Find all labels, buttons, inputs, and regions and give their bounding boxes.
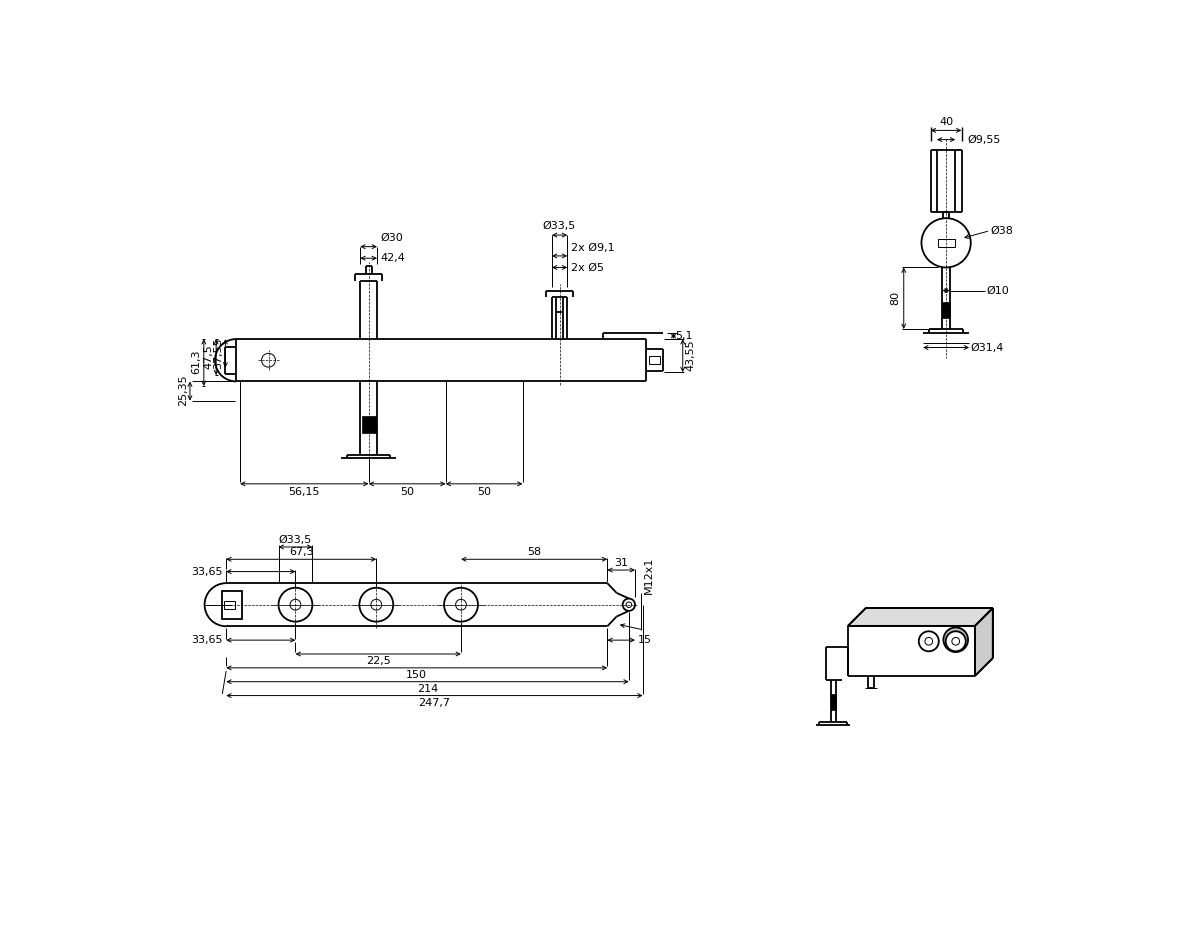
Text: 50: 50 (478, 487, 491, 497)
Text: 5,1: 5,1 (676, 331, 692, 341)
Circle shape (919, 631, 938, 652)
Text: 67,3: 67,3 (289, 547, 313, 557)
Text: Ø33,5: Ø33,5 (278, 534, 312, 545)
Text: Ø30: Ø30 (380, 233, 403, 243)
Text: 22,5: 22,5 (366, 656, 391, 667)
Text: 58: 58 (527, 547, 541, 557)
Text: 33,65: 33,65 (191, 635, 222, 645)
Text: 33,65: 33,65 (191, 566, 222, 577)
Text: 31: 31 (614, 558, 628, 568)
Polygon shape (974, 608, 992, 676)
Text: 47,5: 47,5 (204, 345, 214, 369)
Text: 42,4: 42,4 (380, 254, 406, 263)
Bar (942, 302, 950, 317)
Bar (830, 695, 835, 710)
Text: 25,35: 25,35 (178, 375, 187, 407)
Text: 40: 40 (940, 117, 953, 128)
Text: Ø33,5: Ø33,5 (542, 222, 576, 231)
Polygon shape (848, 608, 992, 626)
Text: Ø31,4: Ø31,4 (971, 343, 1004, 352)
Bar (222, 591, 241, 619)
Bar (361, 416, 376, 433)
Text: 150: 150 (407, 670, 427, 680)
Text: 2x Ø5: 2x Ø5 (571, 262, 604, 272)
Text: 247,7: 247,7 (419, 698, 450, 708)
Text: 80: 80 (890, 291, 901, 305)
Text: M12x1: M12x1 (644, 557, 654, 594)
Text: Ø9,55: Ø9,55 (967, 134, 1001, 145)
Text: Ø38: Ø38 (990, 226, 1013, 237)
Text: 15: 15 (638, 635, 652, 645)
Bar (937, 239, 954, 247)
Text: 61,3: 61,3 (192, 350, 202, 375)
Text: 50: 50 (400, 487, 414, 497)
Text: 2x Ø9,1: 2x Ø9,1 (571, 243, 614, 253)
Circle shape (943, 627, 968, 652)
Bar (649, 357, 660, 364)
Circle shape (946, 631, 966, 652)
Text: 37,55: 37,55 (214, 337, 223, 369)
Bar (224, 601, 235, 608)
Text: 214: 214 (416, 684, 438, 694)
Text: 43,55: 43,55 (686, 339, 696, 371)
Text: 56,15: 56,15 (288, 487, 320, 497)
Text: Ø10: Ø10 (986, 285, 1009, 296)
